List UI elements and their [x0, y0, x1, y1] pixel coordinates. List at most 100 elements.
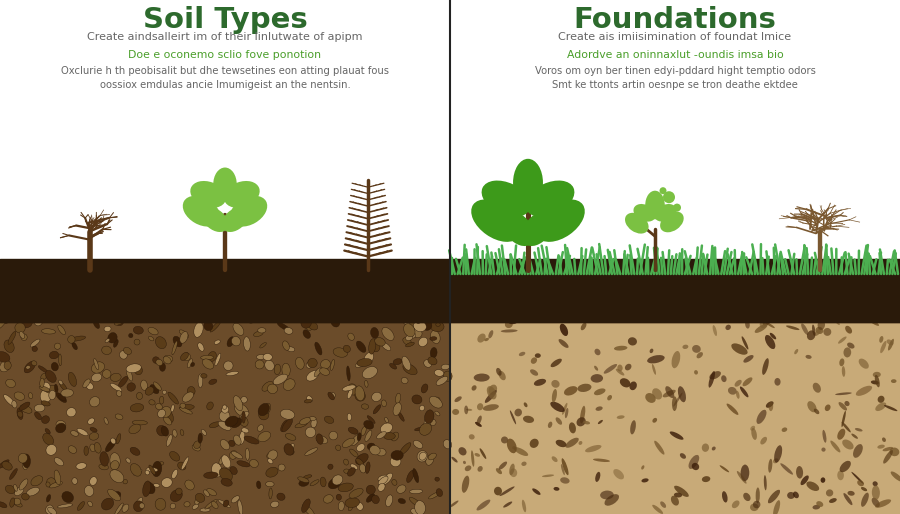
- Ellipse shape: [60, 305, 68, 315]
- Ellipse shape: [641, 465, 644, 470]
- Ellipse shape: [522, 211, 554, 246]
- Ellipse shape: [807, 331, 815, 340]
- Ellipse shape: [773, 458, 778, 463]
- Ellipse shape: [503, 502, 512, 507]
- Ellipse shape: [552, 456, 558, 462]
- Ellipse shape: [868, 319, 879, 326]
- Ellipse shape: [565, 408, 569, 418]
- Ellipse shape: [413, 309, 418, 315]
- Ellipse shape: [226, 372, 239, 376]
- Ellipse shape: [851, 434, 858, 439]
- Ellipse shape: [180, 405, 194, 410]
- Ellipse shape: [353, 306, 367, 317]
- Ellipse shape: [330, 295, 339, 305]
- Ellipse shape: [395, 288, 403, 293]
- Ellipse shape: [336, 445, 341, 451]
- Ellipse shape: [814, 409, 819, 414]
- Ellipse shape: [303, 330, 310, 338]
- Ellipse shape: [753, 501, 760, 508]
- Ellipse shape: [876, 402, 886, 411]
- Ellipse shape: [133, 326, 143, 334]
- Ellipse shape: [372, 392, 382, 401]
- Ellipse shape: [594, 389, 606, 395]
- Ellipse shape: [596, 407, 603, 411]
- Ellipse shape: [14, 501, 22, 507]
- Ellipse shape: [435, 411, 440, 416]
- Ellipse shape: [347, 468, 356, 476]
- Ellipse shape: [382, 342, 391, 351]
- Ellipse shape: [412, 328, 422, 338]
- Ellipse shape: [726, 403, 738, 415]
- Ellipse shape: [551, 359, 562, 367]
- Ellipse shape: [432, 321, 439, 325]
- Ellipse shape: [842, 366, 845, 377]
- Ellipse shape: [617, 364, 623, 372]
- Ellipse shape: [661, 501, 666, 508]
- Ellipse shape: [843, 493, 852, 505]
- Ellipse shape: [31, 475, 42, 486]
- Ellipse shape: [181, 316, 184, 322]
- Ellipse shape: [382, 473, 392, 485]
- Ellipse shape: [362, 292, 373, 305]
- Ellipse shape: [344, 469, 350, 473]
- Ellipse shape: [266, 482, 274, 487]
- Ellipse shape: [441, 364, 450, 370]
- Ellipse shape: [287, 347, 294, 352]
- Ellipse shape: [338, 501, 345, 511]
- Ellipse shape: [102, 293, 109, 299]
- Ellipse shape: [119, 285, 128, 293]
- Ellipse shape: [875, 375, 880, 387]
- Ellipse shape: [257, 425, 264, 431]
- Ellipse shape: [391, 456, 401, 467]
- Ellipse shape: [105, 339, 110, 343]
- Ellipse shape: [47, 478, 56, 487]
- Ellipse shape: [260, 342, 266, 348]
- Ellipse shape: [886, 339, 894, 345]
- Ellipse shape: [170, 490, 183, 502]
- Ellipse shape: [201, 308, 210, 313]
- Ellipse shape: [781, 428, 788, 432]
- Ellipse shape: [94, 443, 101, 453]
- Ellipse shape: [502, 211, 535, 246]
- Ellipse shape: [373, 344, 380, 352]
- Ellipse shape: [398, 499, 406, 504]
- Ellipse shape: [474, 453, 480, 457]
- Ellipse shape: [305, 313, 313, 321]
- Ellipse shape: [94, 305, 97, 310]
- Ellipse shape: [508, 315, 519, 324]
- Ellipse shape: [629, 381, 637, 390]
- Ellipse shape: [398, 301, 410, 314]
- Ellipse shape: [347, 300, 358, 310]
- Ellipse shape: [601, 286, 608, 291]
- Ellipse shape: [361, 427, 366, 435]
- Ellipse shape: [401, 377, 408, 383]
- Ellipse shape: [49, 390, 56, 400]
- Ellipse shape: [8, 291, 15, 303]
- Ellipse shape: [554, 291, 569, 299]
- Ellipse shape: [875, 499, 891, 508]
- Ellipse shape: [369, 311, 378, 320]
- Ellipse shape: [213, 168, 237, 201]
- Ellipse shape: [834, 319, 840, 325]
- Ellipse shape: [271, 501, 279, 507]
- Ellipse shape: [670, 431, 683, 440]
- Ellipse shape: [20, 317, 32, 328]
- Ellipse shape: [110, 453, 121, 468]
- Ellipse shape: [555, 417, 562, 425]
- Ellipse shape: [487, 386, 497, 399]
- Ellipse shape: [277, 493, 285, 501]
- Ellipse shape: [33, 300, 44, 305]
- Ellipse shape: [241, 396, 248, 403]
- Ellipse shape: [10, 469, 17, 480]
- Ellipse shape: [662, 390, 676, 397]
- Ellipse shape: [220, 439, 230, 450]
- Ellipse shape: [201, 355, 213, 360]
- Ellipse shape: [418, 337, 427, 346]
- Ellipse shape: [99, 464, 108, 470]
- Ellipse shape: [647, 355, 665, 363]
- Ellipse shape: [613, 469, 624, 480]
- Ellipse shape: [328, 478, 341, 489]
- Ellipse shape: [430, 321, 444, 332]
- Ellipse shape: [85, 486, 94, 497]
- Ellipse shape: [274, 364, 281, 375]
